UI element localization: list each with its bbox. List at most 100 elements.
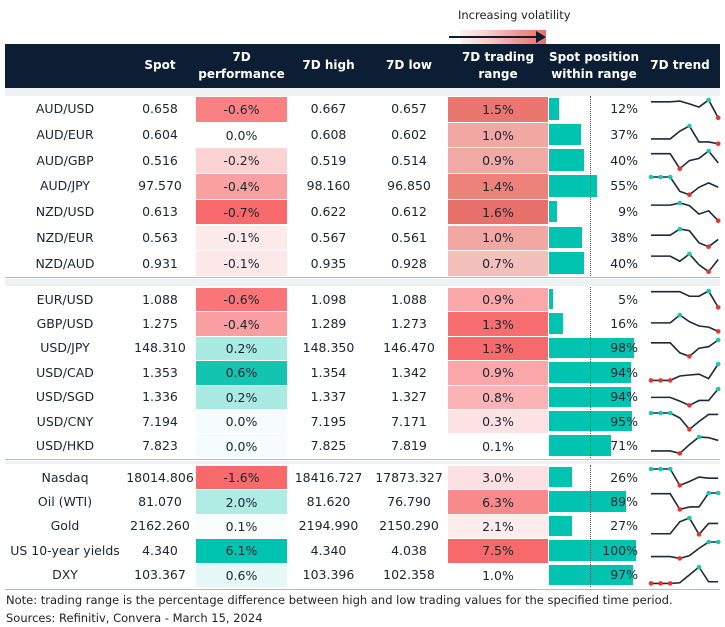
spot-position-value: 71% [610, 438, 638, 454]
group-divider [5, 458, 720, 460]
trend-min-marker [715, 115, 721, 120]
spot-position-bar [549, 491, 627, 512]
spot-position-cell: 89% [548, 489, 640, 513]
cell-spot: 103.367 [134, 567, 186, 583]
cell-name: Oil (WTI) [37, 494, 93, 510]
cell-name: AUD/EUR [36, 127, 94, 143]
spot-position-value: 16% [610, 316, 638, 332]
trend-line [651, 314, 719, 333]
trend-max-marker [677, 226, 683, 231]
trend-max-marker [667, 410, 673, 416]
group-spacer [5, 278, 720, 286]
cell-perf: -1.6% [196, 466, 287, 490]
cell-high: 7.825 [310, 438, 347, 454]
spot-position-value: 95% [610, 413, 638, 429]
spot-position-cell: 12% [548, 96, 640, 122]
spot-position-bar [549, 200, 557, 223]
cell-low: 7.819 [391, 438, 427, 454]
cell-range: 1.5% [448, 97, 548, 122]
trend-sparkline [648, 361, 721, 383]
cell-range: 1.6% [448, 199, 548, 225]
trend-min-marker [648, 378, 654, 383]
cell-perf: 2.0% [196, 490, 287, 514]
cell-name: NZD/AUD [35, 255, 95, 271]
trend-max-marker [696, 435, 702, 440]
trend-sparkline [651, 313, 721, 335]
cell-high: 1.289 [310, 316, 347, 332]
trend-max-marker [687, 515, 692, 521]
spot-position-value: 55% [610, 178, 638, 194]
cell-name: Nasdaq [41, 469, 89, 485]
spot-position-cell: 9% [548, 199, 640, 225]
spot-position-value: 27% [610, 518, 638, 534]
spot-position-cell: 37% [548, 122, 640, 148]
spot-position-bar [549, 98, 560, 120]
spot-position-cell: 40% [548, 147, 640, 173]
trend-min-marker [667, 580, 673, 586]
cell-name: NZD/EUR [36, 229, 94, 245]
trend-max-marker [715, 337, 721, 343]
table-header: Spot 7D performance 7D high 7D low 7D tradin… [5, 44, 720, 88]
trend-sparkline [651, 97, 721, 120]
cell-range: 1.3% [448, 336, 548, 361]
spot-position-value: 100% [602, 542, 638, 558]
cell-perf: -0.7% [196, 199, 287, 225]
cell-spot: 148.310 [134, 340, 186, 356]
trend-min-marker [658, 378, 663, 383]
cell-name: AUD/JPY [39, 178, 91, 194]
cell-name: AUD/USD [35, 101, 95, 117]
trend-max-marker [677, 200, 683, 206]
spot-position-value: 9% [618, 204, 638, 220]
cell-name: DXY [52, 567, 78, 583]
trend-sparkline [651, 123, 721, 146]
cell-spot: 0.563 [142, 229, 178, 245]
trend-min-marker [677, 483, 683, 488]
cell-perf: 0.2% [196, 336, 287, 361]
trend-max-marker [715, 386, 721, 391]
spot-position-value: 97% [610, 567, 638, 583]
trend-min-marker [706, 269, 711, 275]
trend-sparkline [651, 288, 721, 310]
cell-perf: -0.4% [196, 174, 287, 199]
header-spacer [5, 88, 720, 96]
cell-spot: 7.823 [142, 438, 178, 454]
spot-position-bar [549, 386, 631, 407]
table-row: AUD/JPY 97.570 -0.4% 98.160 96.850 1.4% 55% [5, 173, 720, 199]
spot-position-cell: 94% [548, 385, 640, 409]
spot-position-bar [549, 175, 597, 197]
cell-spot: 0.613 [142, 204, 178, 220]
trend-line [651, 492, 719, 511]
trend-sparkline [651, 539, 721, 561]
spot-position-cell: 5% [548, 287, 640, 311]
cell-range: 1.0% [448, 122, 548, 148]
trend-max-marker [715, 361, 721, 367]
table-row: USD/SGD 1.336 0.2% 1.337 1.327 0.8% 94% [5, 385, 721, 409]
cell-range: 0.9% [448, 148, 548, 174]
cell-spot: 0.658 [142, 101, 178, 117]
trend-min-marker [715, 218, 721, 223]
cell-high: 4.340 [310, 542, 347, 558]
trend-max-marker [715, 491, 721, 496]
spot-position-value: 12% [610, 101, 638, 117]
cell-high: 0.667 [310, 101, 347, 117]
table-row: Nasdaq 18014.806 -1.6% 18416.727 17873.327 3.… [5, 465, 720, 490]
trend-sparkline [651, 200, 721, 223]
cell-low: 76.790 [387, 494, 431, 510]
spot-position-bar [549, 564, 634, 585]
table-row: NZD/USD 0.613 -0.7% 0.622 0.612 1.6% 9% [5, 199, 721, 225]
trend-line [651, 253, 719, 273]
cell-high: 1.354 [310, 364, 347, 380]
spot-position-cell: 26% [548, 465, 640, 489]
cell-high: 18416.727 [294, 469, 363, 485]
cell-low: 1.342 [391, 364, 427, 380]
trend-max-marker [706, 97, 711, 103]
cell-name: NZD/USD [35, 204, 95, 220]
cell-high: 81.620 [306, 494, 351, 510]
trend-min-marker [687, 427, 692, 432]
cell-high: 7.195 [310, 413, 347, 429]
cell-high: 1.337 [310, 389, 347, 405]
legend-label: Increasing volatility [458, 8, 571, 22]
cell-high: 148.350 [302, 340, 355, 356]
cell-spot: 1.336 [142, 389, 178, 405]
spot-position-bar [549, 252, 584, 274]
